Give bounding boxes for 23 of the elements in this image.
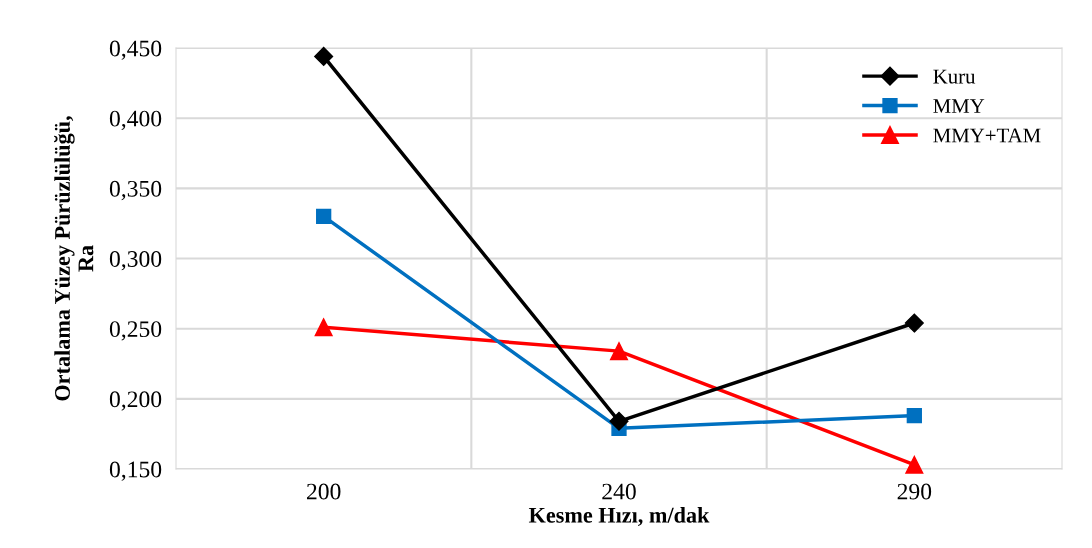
y-axis-title: Ortalama Yüzey Pürüzlülüğü, Ra bbox=[54, 116, 94, 401]
point bbox=[314, 46, 334, 66]
point bbox=[314, 318, 333, 337]
point bbox=[906, 408, 922, 424]
y-tick-label: 0,350 bbox=[109, 180, 162, 201]
legend-label: Kuru bbox=[933, 69, 976, 84]
x-axis-title: Kesme Hızı, m/dak bbox=[528, 507, 710, 526]
legend-label: MMY+TAM bbox=[933, 128, 1041, 143]
point bbox=[609, 342, 629, 361]
x-tick-label: 200 bbox=[306, 483, 341, 500]
point bbox=[609, 411, 629, 431]
point bbox=[316, 208, 332, 225]
point bbox=[905, 455, 924, 474]
y-tick-label: 0,450 bbox=[109, 40, 162, 60]
y-tick-label: 0,150 bbox=[109, 461, 162, 481]
y-tick-label: 0,400 bbox=[109, 110, 162, 130]
legend-label: MMY bbox=[933, 99, 985, 113]
y-tick-label: 0,300 bbox=[109, 250, 162, 271]
y-tick-label: 0,250 bbox=[109, 321, 162, 341]
point bbox=[904, 313, 924, 333]
x-tick-label: 240 bbox=[602, 483, 636, 500]
x-tick-label: 290 bbox=[897, 483, 932, 500]
y-tick-label: 0,200 bbox=[109, 391, 162, 411]
